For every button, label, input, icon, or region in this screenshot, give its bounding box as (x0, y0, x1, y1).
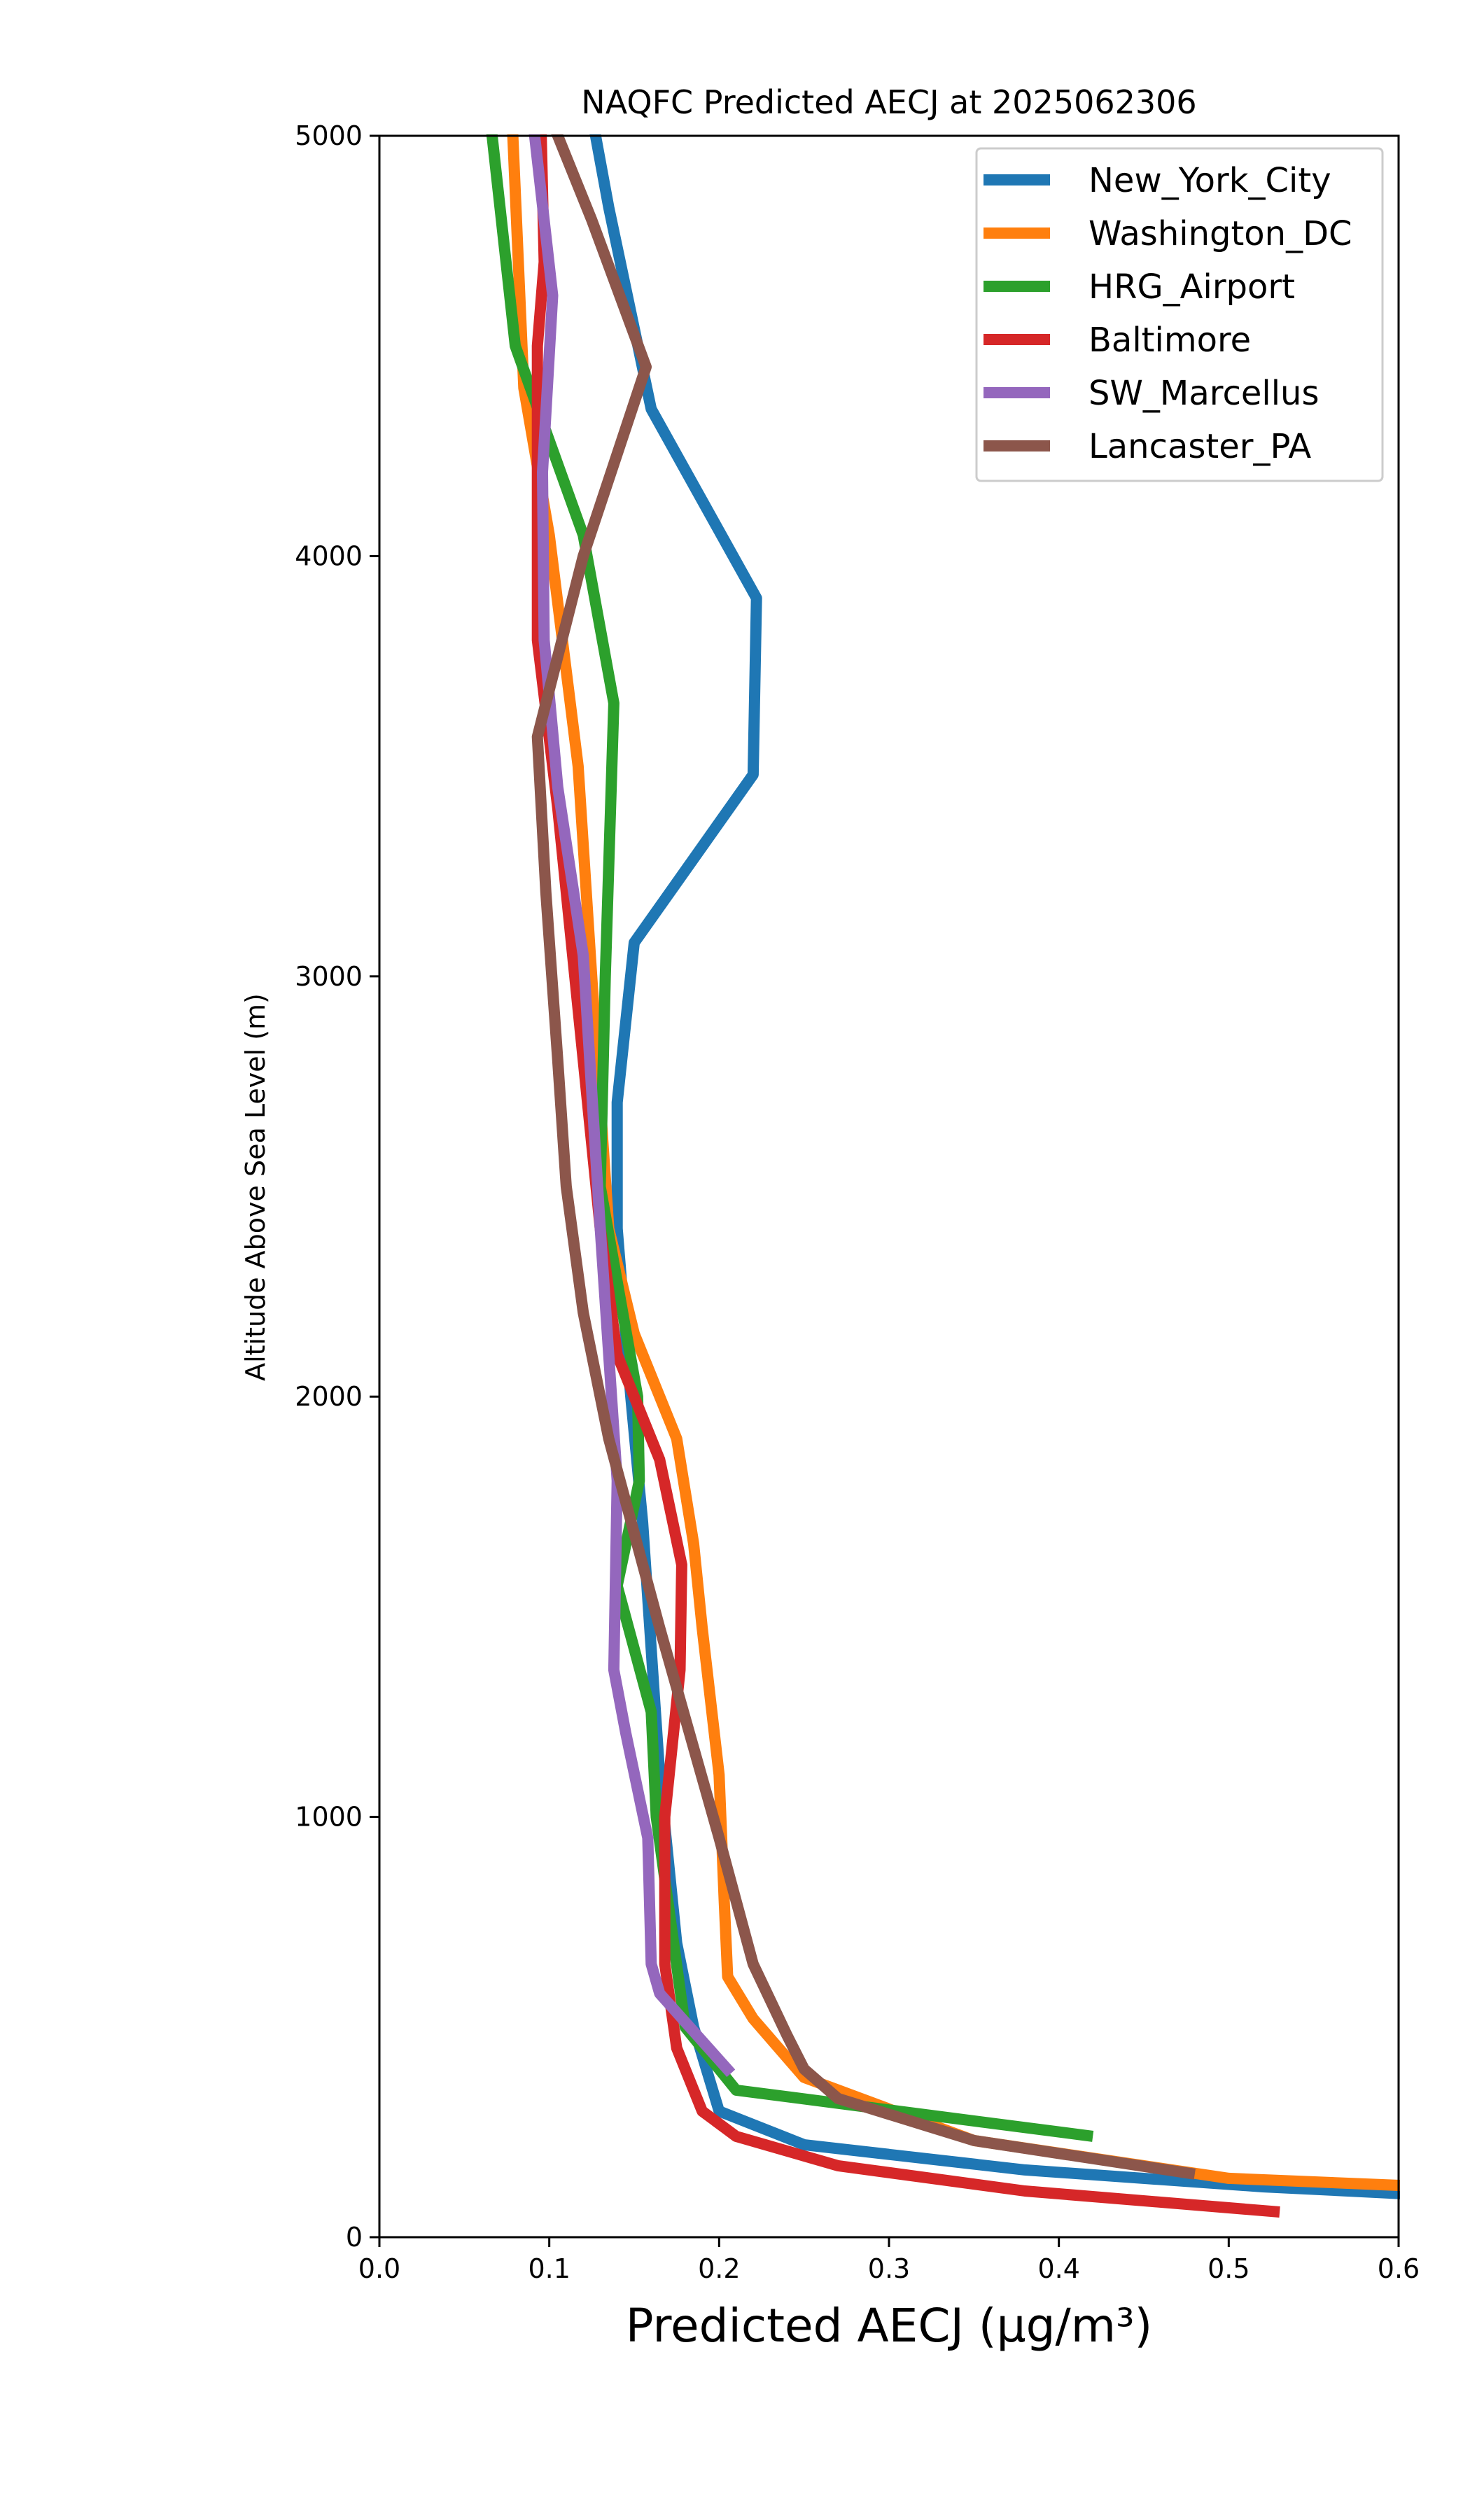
legend-frame (975, 147, 1384, 482)
legend-label-hrg-airport: HRG_Airport (1088, 267, 1295, 307)
x-tick-label: 0.1 (528, 2253, 570, 2284)
x-axis-label: Predicted AECJ (μg/m³) (626, 2299, 1153, 2353)
x-tick-label: 0.3 (868, 2253, 910, 2284)
y-tick-label: 4000 (295, 540, 363, 571)
x-tick-label: 0.4 (1037, 2253, 1079, 2284)
legend-label-sw-marcellus: SW_Marcellus (1088, 374, 1319, 413)
x-tick-label: 0.5 (1208, 2253, 1250, 2284)
legend-label-baltimore: Baltimore (1088, 321, 1251, 360)
legend-label-washington-dc: Washington_DC (1088, 214, 1352, 253)
legend: New_York_City Washington_DC HRG_Airport Bal… (975, 147, 1384, 482)
x-tick-label: 0.2 (698, 2253, 740, 2284)
y-tick-label: 3000 (295, 961, 363, 992)
series-layer (486, 134, 1400, 2218)
series-line-lancaster-pa (531, 134, 1196, 2180)
y-axis-label: Altitude Above Sea Level (m) (240, 993, 271, 1381)
y-tick-label: 0 (346, 2222, 363, 2253)
legend-label-new-york-city: New_York_City (1088, 161, 1331, 200)
x-axis: 0.0 0.1 0.2 0.3 0.4 0.5 0.6 (358, 2237, 1420, 2284)
series-line-sw-marcellus (528, 134, 736, 2078)
x-tick-label: 0.6 (1378, 2253, 1420, 2284)
series-line-baltimore (531, 134, 1280, 2218)
x-tick-label: 0.0 (358, 2253, 400, 2284)
series-line-hrg-airport (486, 134, 1094, 2142)
y-tick-label: 2000 (295, 1381, 363, 1412)
chart-title: NAQFC Predicted AECJ at 2025062306 (581, 83, 1196, 121)
y-axis: 0 1000 2000 3000 4000 5000 (295, 120, 379, 2253)
y-tick-label: 1000 (295, 1802, 363, 1833)
legend-label-lancaster-pa: Lancaster_PA (1088, 427, 1311, 466)
y-tick-label: 5000 (295, 120, 363, 151)
